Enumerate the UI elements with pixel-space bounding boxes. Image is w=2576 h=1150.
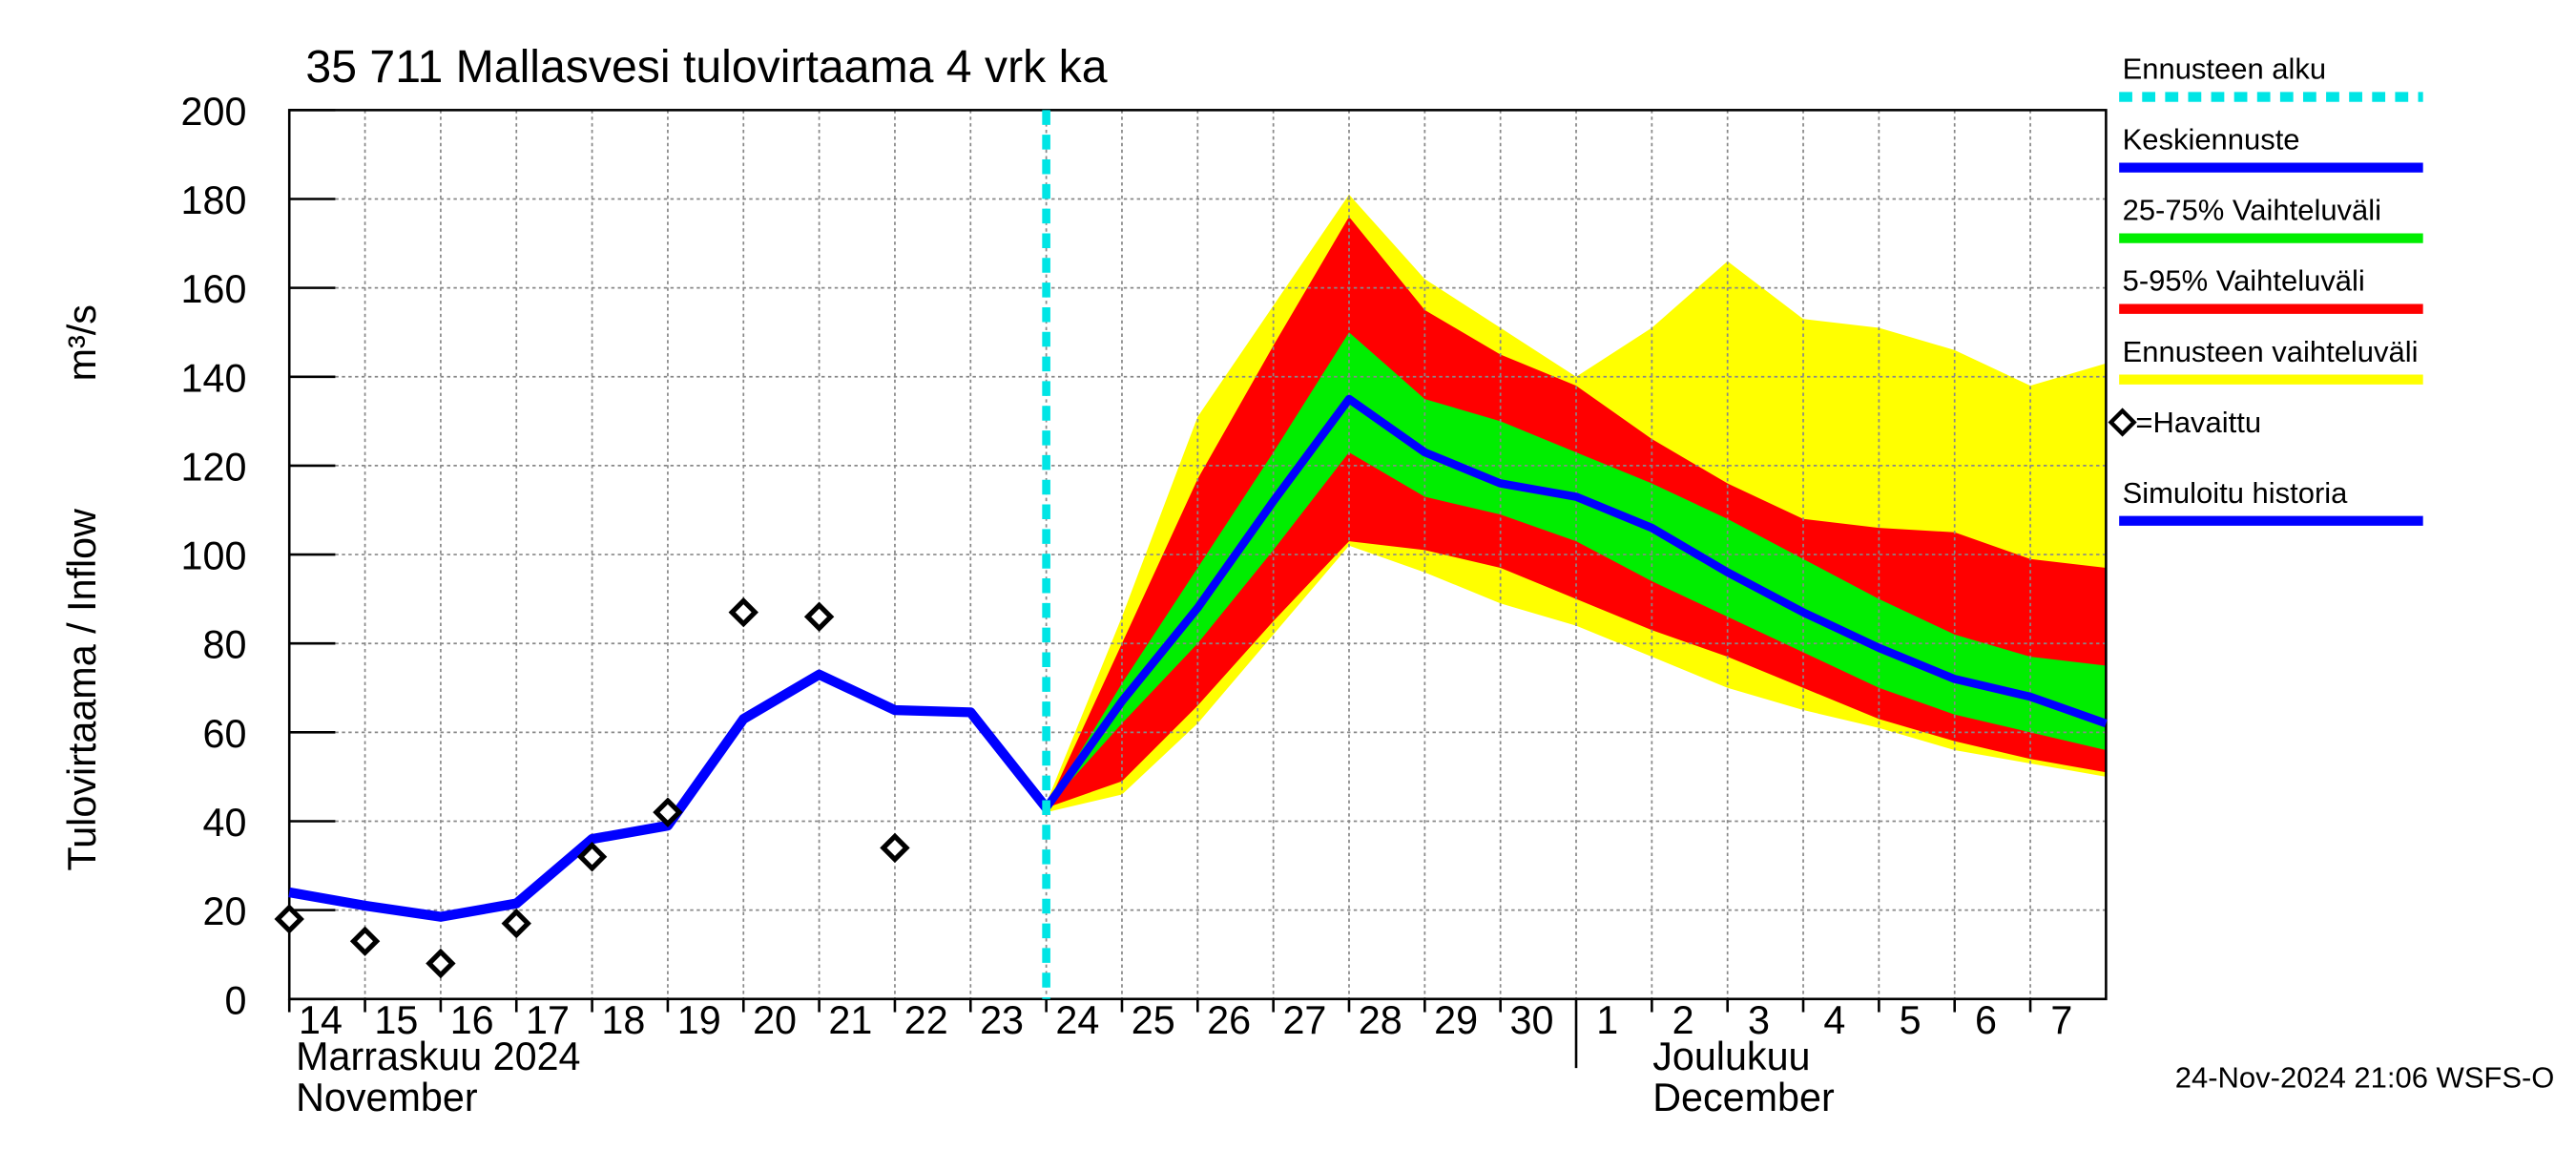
- observed-point: [426, 948, 456, 979]
- observed-point: [274, 904, 304, 934]
- legend-marker: [2108, 408, 2137, 437]
- observed-point: [576, 842, 608, 872]
- x-tick-label: 22: [904, 998, 948, 1042]
- legend-label: =Havaittu: [2135, 406, 2261, 439]
- legend-label: Ennusteen vaihteluväli: [2123, 335, 2419, 368]
- x-tick-label: 2: [1672, 998, 1694, 1042]
- y-tick-label: 0: [224, 978, 246, 1022]
- month-label: November: [296, 1076, 478, 1119]
- legend-label: 5-95% Vaihteluväli: [2123, 264, 2365, 298]
- observed-point: [728, 596, 758, 628]
- y-axis-label: Tulovirtaama / Inflow: [60, 509, 104, 871]
- x-tick-label: 3: [1748, 998, 1770, 1042]
- legend-label: Simuloitu historia: [2123, 476, 2349, 510]
- x-tick-label: 14: [299, 998, 343, 1042]
- x-tick-label: 18: [601, 998, 645, 1042]
- y-tick-label: 200: [181, 90, 247, 134]
- x-tick-label: 7: [2050, 998, 2072, 1042]
- y-tick-label: 60: [203, 712, 247, 756]
- y-tick-label: 80: [203, 623, 247, 667]
- y-tick-label: 180: [181, 178, 247, 222]
- x-tick-label: 28: [1359, 998, 1402, 1042]
- x-tick-label: 4: [1823, 998, 1845, 1042]
- x-tick-label: 19: [677, 998, 721, 1042]
- observed-point: [803, 601, 835, 632]
- month-label: December: [1652, 1076, 1835, 1119]
- observed-point: [501, 908, 531, 939]
- x-tick-label: 24: [1055, 998, 1099, 1042]
- y-tick-label: 120: [181, 445, 247, 489]
- x-tick-label: 27: [1282, 998, 1326, 1042]
- observed-point: [880, 832, 910, 864]
- observed-point: [653, 797, 683, 827]
- y-tick-label: 160: [181, 267, 247, 311]
- x-tick-label: 6: [1975, 998, 1997, 1042]
- legend: Ennusteen alku Keskiennuste 25-75% Vaihtel…: [2108, 52, 2423, 526]
- y-tick-label: 20: [203, 889, 247, 933]
- x-tick-label: 17: [526, 998, 570, 1042]
- x-tick-label: 30: [1509, 998, 1553, 1042]
- x-tick-label: 16: [450, 998, 494, 1042]
- x-tick-label: 25: [1132, 998, 1175, 1042]
- month-label: Marraskuu 2024: [296, 1035, 580, 1078]
- chart-title: 35 711 Mallasvesi tulovirtaama 4 vrk ka: [305, 41, 1107, 93]
- observed-point: [349, 926, 381, 956]
- x-tick-label: 23: [980, 998, 1024, 1042]
- x-tick-label: 1: [1596, 998, 1618, 1042]
- x-tick-label: 26: [1207, 998, 1251, 1042]
- legend-label: Keskiennuste: [2123, 123, 2300, 157]
- x-tick-label: 5: [1900, 998, 1922, 1042]
- legend-label: 25-75% Vaihteluväli: [2123, 194, 2381, 227]
- x-tick-label: 29: [1434, 998, 1478, 1042]
- y-tick-label: 140: [181, 356, 247, 400]
- y-tick-label: 100: [181, 534, 247, 578]
- x-tick-label: 21: [828, 998, 872, 1042]
- line: [1043, 394, 2108, 811]
- month-label: Joulukuu: [1652, 1035, 1810, 1078]
- y-axis-unit: m³/s: [60, 304, 104, 381]
- footer: 24-Nov-2024 21:06 WSFS-O: [2175, 1061, 2555, 1095]
- y-tick-label: 40: [203, 801, 247, 845]
- x-tick-label: 15: [374, 998, 418, 1042]
- legend-label: Ennusteen alku: [2123, 52, 2327, 86]
- x-tick-label: 20: [753, 998, 797, 1042]
